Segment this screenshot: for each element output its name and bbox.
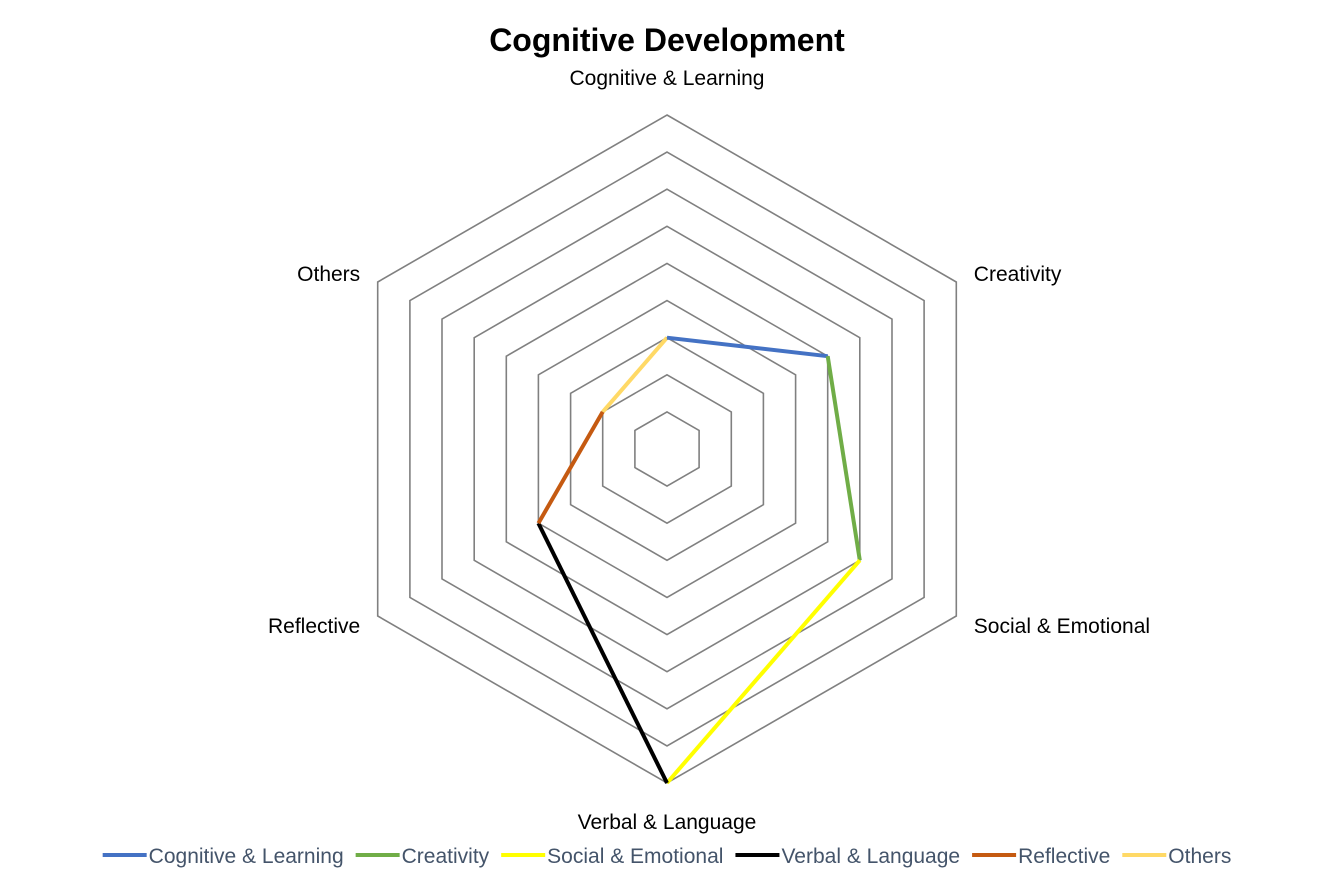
chart-title: Cognitive Development (489, 22, 845, 58)
series-segment (536, 410, 605, 525)
legend-label: Others (1168, 845, 1231, 868)
series-segment (665, 558, 862, 785)
legend-entry: Reflective (972, 845, 1110, 868)
radar-grid (376, 114, 958, 784)
series-segment (666, 335, 828, 359)
legend-label: Creativity (402, 845, 490, 868)
series-segment (601, 336, 669, 414)
legend-entry: Social & Emotional (501, 845, 723, 868)
category-label: Reflective (268, 615, 360, 638)
category-label: Creativity (974, 263, 1062, 286)
legend-label: Cognitive & Learning (149, 845, 344, 868)
legend-entry: Creativity (355, 845, 490, 868)
gridline-ring (376, 114, 958, 784)
gridline-ring (537, 299, 797, 599)
gridline-ring (569, 336, 765, 562)
category-label: Others (297, 263, 360, 286)
category-label: Cognitive & Learning (570, 67, 765, 90)
series-segment (536, 522, 669, 784)
legend-label: Verbal & Language (781, 845, 960, 868)
gridline-ring (634, 410, 700, 488)
gridline-ring (505, 262, 829, 636)
legend-label: Reflective (1018, 845, 1110, 868)
legend-entry: Cognitive & Learning (102, 845, 344, 868)
category-label: Social & Emotional (974, 615, 1150, 638)
gridline-ring (441, 188, 893, 710)
series-segments (536, 335, 862, 785)
series-segment (825, 355, 862, 561)
legend-entry: Others (1122, 845, 1231, 868)
category-label: Verbal & Language (578, 811, 757, 834)
gridline-ring (601, 373, 733, 525)
legend-label: Social & Emotional (547, 845, 723, 868)
category-labels: Cognitive & Learning Creativity Social & E… (268, 67, 1150, 834)
gridline-ring (409, 151, 925, 747)
legend: Cognitive & Learning Creativity Social & E… (102, 845, 1231, 868)
legend-entry: Verbal & Language (735, 845, 960, 868)
gridline-ring (473, 225, 861, 673)
